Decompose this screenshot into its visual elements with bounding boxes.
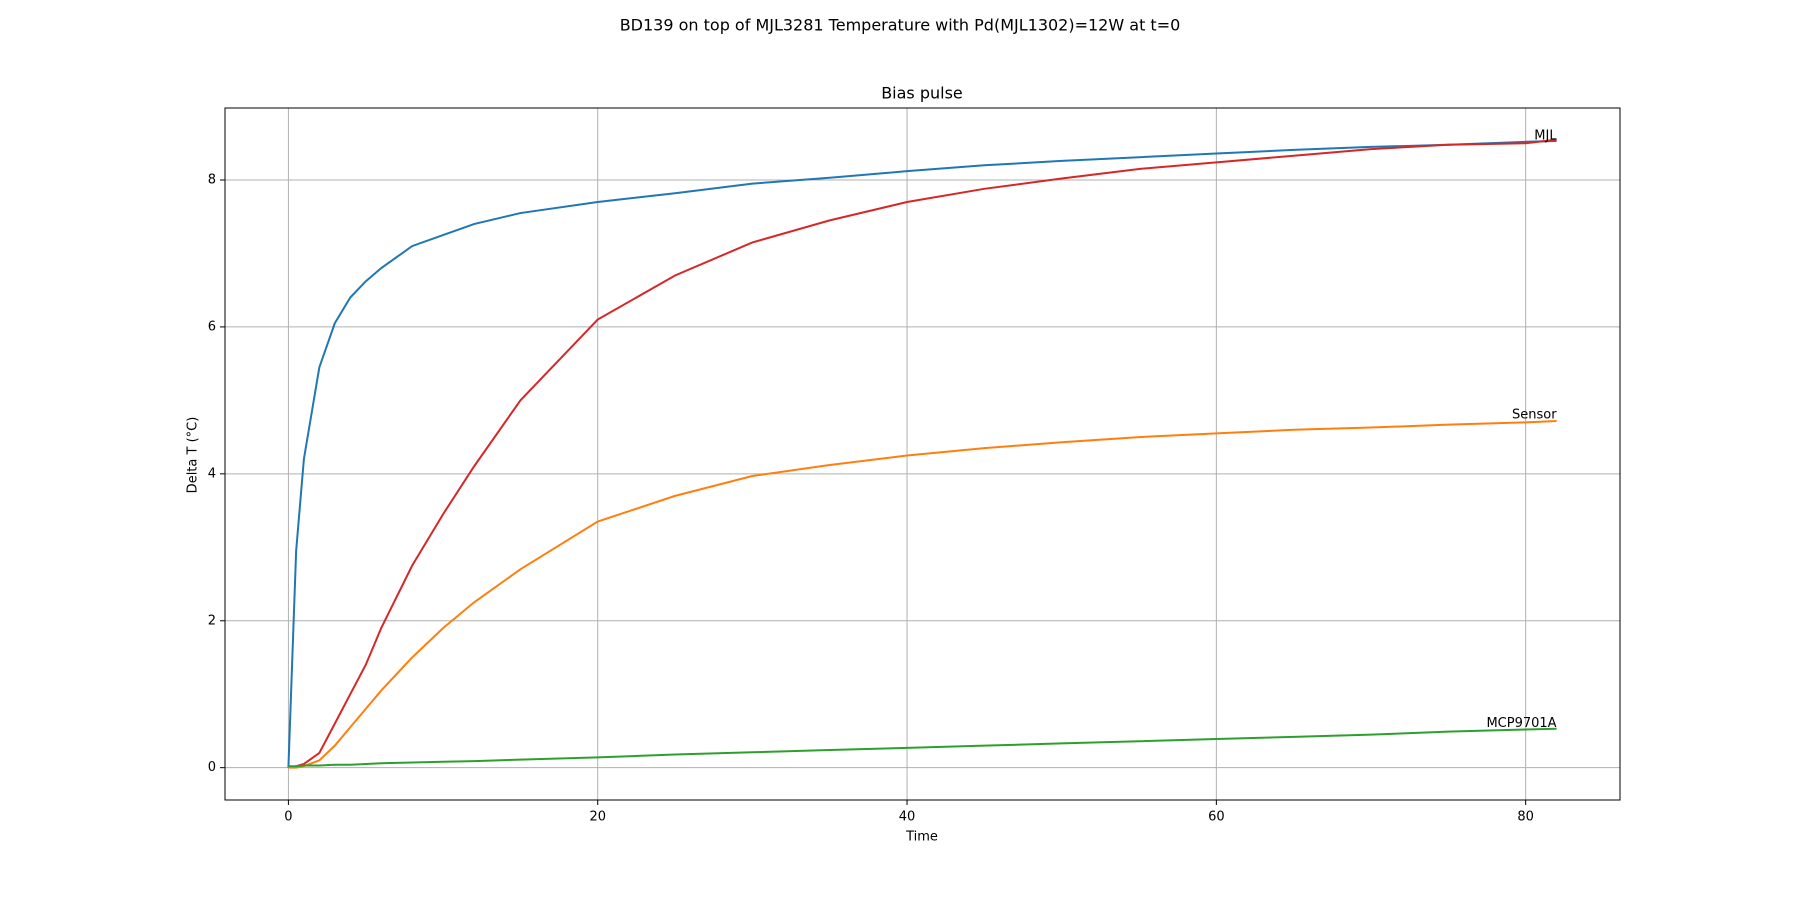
annotation: Sensor	[1512, 408, 1557, 423]
y-tick-label: 6	[208, 319, 216, 334]
x-tick-label: 0	[284, 810, 292, 825]
chart-subtitle: Bias pulse	[881, 84, 963, 103]
y-tick-label: 2	[208, 613, 216, 628]
y-tick-label: 0	[208, 760, 216, 775]
annotation: MCP9701A	[1486, 716, 1556, 731]
chart-title: BD139 on top of MJL3281 Temperature with…	[620, 16, 1181, 35]
x-tick-label: 20	[589, 810, 606, 825]
series-line	[288, 727, 1557, 768]
x-tick-label: 80	[1517, 810, 1534, 825]
series-line	[287, 140, 1557, 768]
y-tick-label: 4	[208, 466, 216, 481]
series-line	[288, 138, 1557, 769]
series-line	[288, 419, 1557, 769]
x-tick-label: 40	[899, 810, 916, 825]
y-tick-label: 8	[208, 172, 216, 187]
y-axis-label: Delta T (°C)	[186, 417, 201, 494]
x-tick-label: 60	[1208, 810, 1225, 825]
x-axis-label: Time	[905, 830, 938, 845]
annotation: MJL	[1534, 128, 1557, 143]
plot-frame	[224, 107, 1621, 801]
